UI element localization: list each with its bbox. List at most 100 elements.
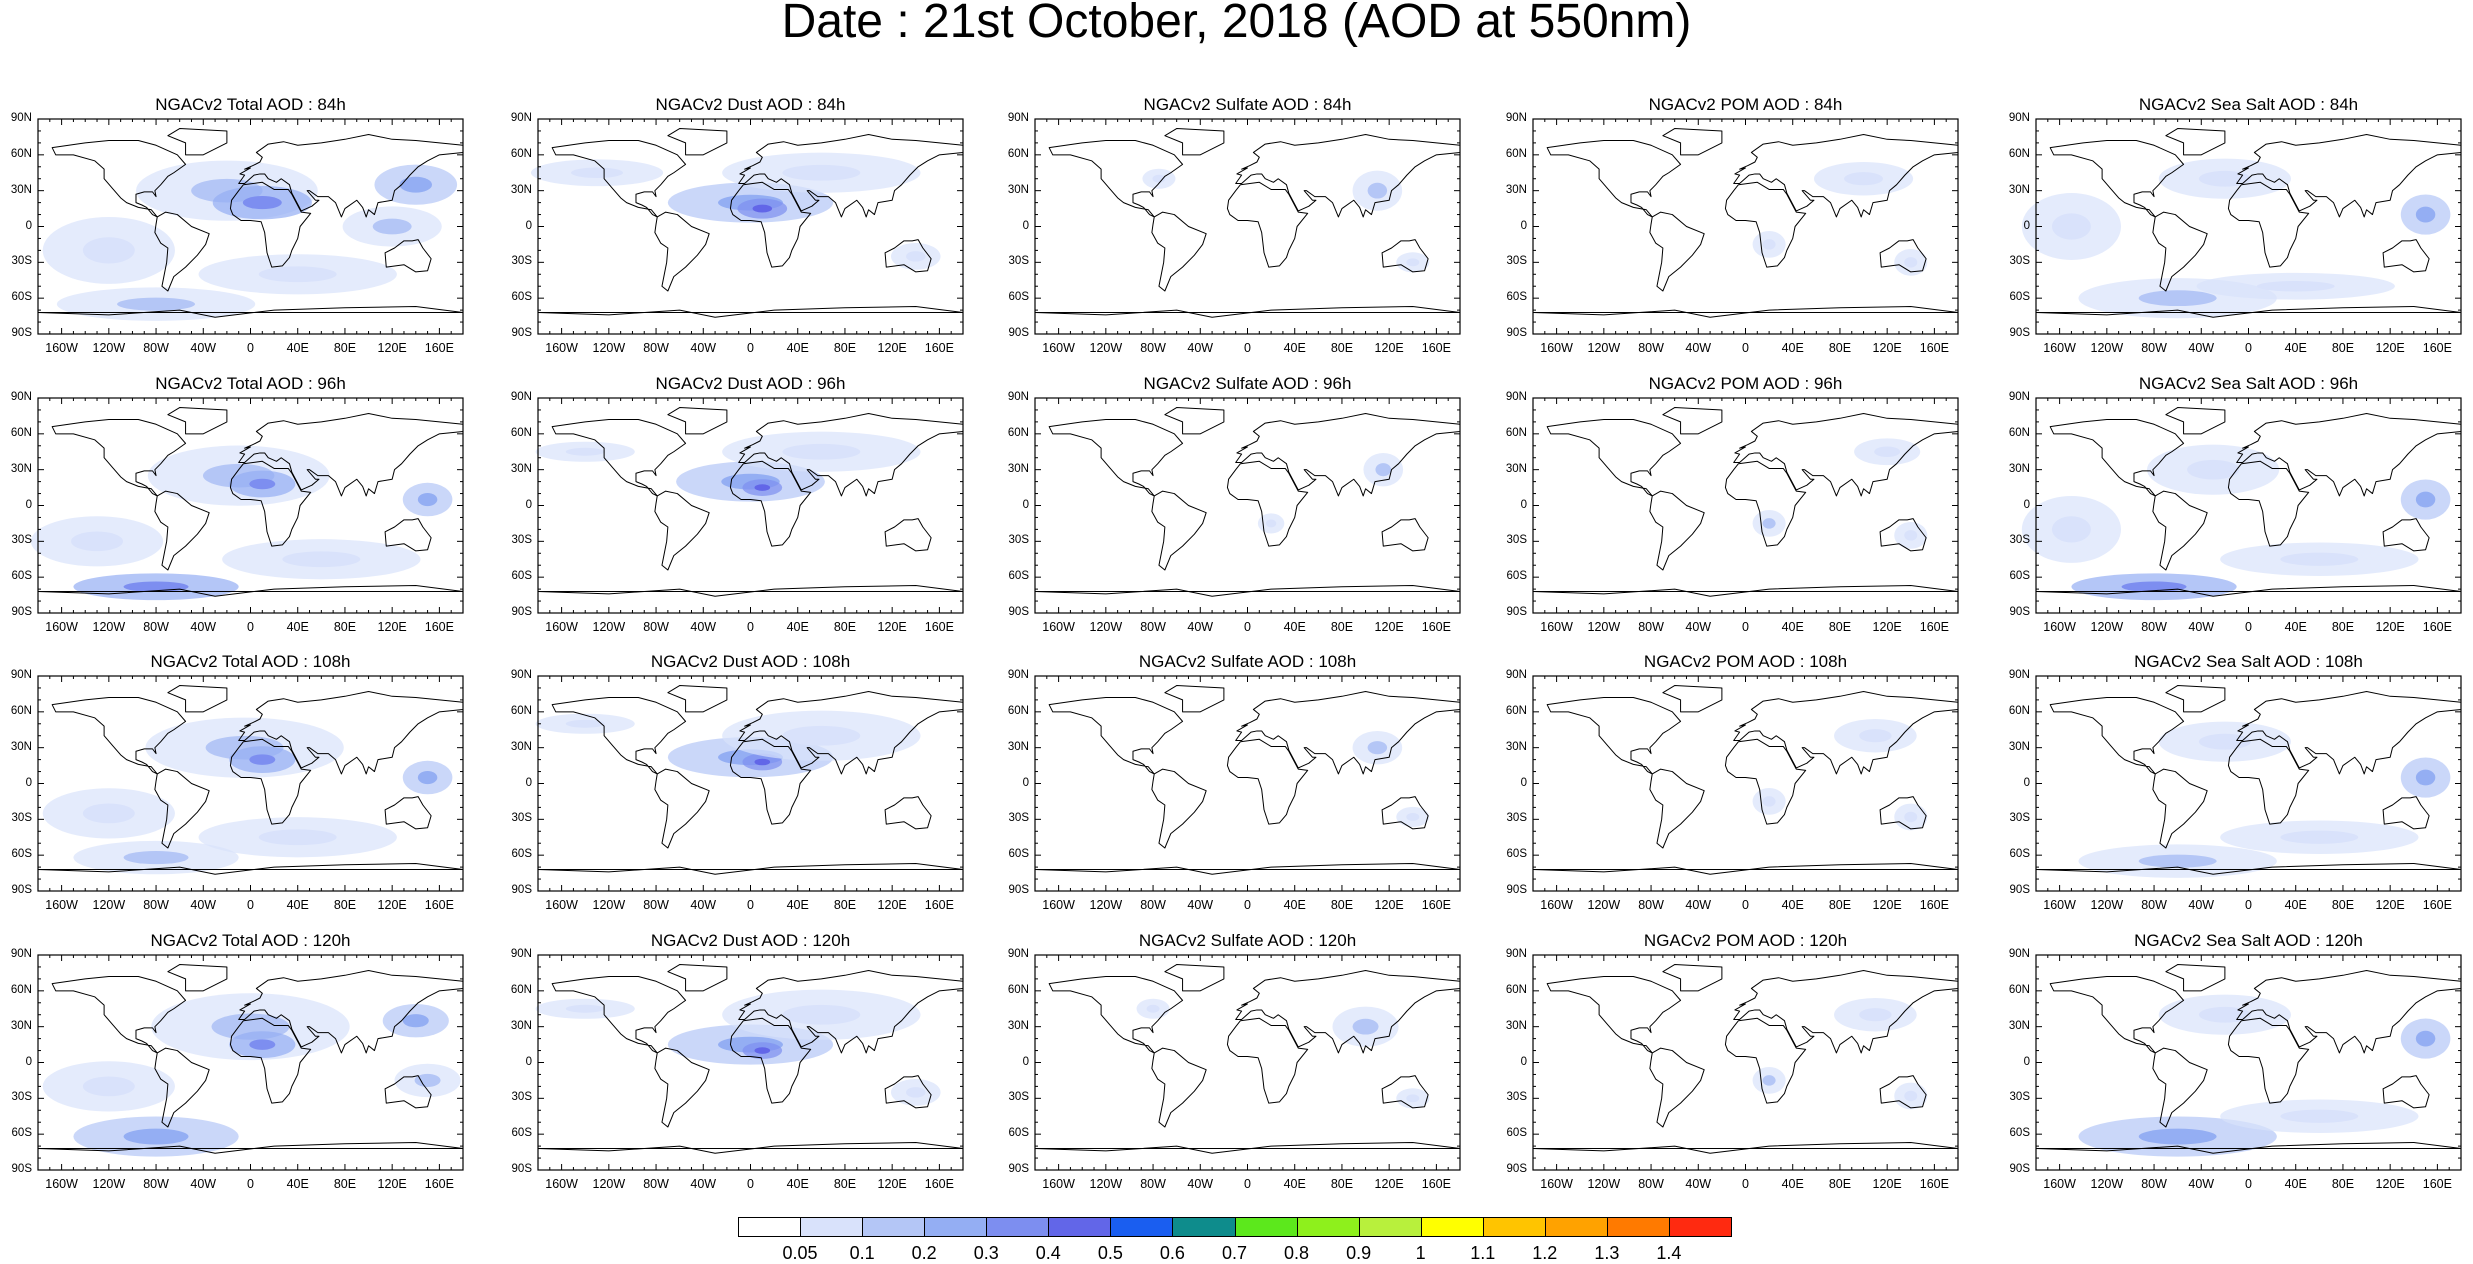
coastline — [1226, 181, 1309, 268]
lat-label: 60S — [1008, 291, 1029, 304]
lat-label: 30S — [2009, 255, 2030, 268]
lat-label: 30S — [1008, 255, 1029, 268]
lon-label: 120E — [877, 620, 907, 634]
coastline — [1034, 863, 1461, 875]
coastline — [1235, 413, 1461, 497]
lon-label: 0 — [247, 620, 254, 634]
coastline — [167, 407, 228, 435]
coastline — [2049, 140, 2185, 218]
map-frame — [1034, 954, 1461, 1171]
coastline — [551, 419, 687, 497]
coastline — [1235, 134, 1461, 218]
coastline — [167, 964, 228, 992]
lon-label: 120W — [92, 341, 126, 355]
coastline — [2236, 970, 2462, 1054]
coastline — [1151, 1047, 1207, 1128]
lon-label: 160E — [424, 1177, 454, 1191]
lat-label: 30S — [2009, 534, 2030, 547]
coastline — [729, 1017, 812, 1104]
lat-label: 90S — [511, 884, 532, 896]
map-frame — [1034, 397, 1461, 614]
map-frame — [1532, 954, 1959, 1171]
coastline — [1048, 976, 1184, 1054]
coastline — [729, 460, 812, 547]
lat-label: 0 — [2023, 219, 2030, 232]
colorbar-label: 0.05 — [782, 1243, 818, 1263]
lat-label: 90N — [2008, 669, 2030, 681]
lon-label: 160E — [924, 1177, 954, 1191]
lat-label: 30N — [510, 183, 532, 196]
lat-label: 90S — [1506, 1163, 1527, 1175]
coastline — [1532, 863, 1959, 875]
lat-label: 60S — [1506, 570, 1527, 583]
lat-label: 60N — [2008, 983, 2030, 996]
coastline — [1048, 140, 1184, 218]
lat-label: 0 — [1520, 498, 1527, 511]
lat-label: 60N — [10, 983, 32, 996]
coastline — [2049, 419, 2185, 497]
lat-label: 30N — [1505, 183, 1527, 196]
lat-label: 90N — [510, 669, 532, 681]
lat-label: 90S — [2009, 327, 2030, 339]
world-map — [535, 397, 964, 614]
lon-label: 160W — [2043, 1177, 2076, 1191]
lat-label: 60N — [1007, 147, 1029, 160]
lat-label: 90S — [2009, 606, 2030, 618]
coastline — [1733, 413, 1959, 497]
lon-label: 160E — [2422, 898, 2452, 912]
lat-label: 60S — [511, 291, 532, 304]
coastline — [1879, 796, 1927, 830]
colorbar-swatch — [1296, 1217, 1360, 1237]
coastline — [537, 1142, 964, 1154]
lon-label: 120E — [1872, 620, 1902, 634]
aod-blob-core — [242, 196, 282, 210]
coastline — [2152, 1047, 2208, 1128]
colorbar-label: 0.8 — [1284, 1243, 1310, 1263]
lat-label: 90S — [11, 606, 32, 618]
lon-label: 40E — [2284, 620, 2307, 634]
coastline — [384, 518, 432, 552]
colorbar-swatch — [1668, 1217, 1732, 1237]
lat-label: 0 — [2023, 776, 2030, 789]
coastline — [154, 1047, 210, 1128]
coastline — [1879, 1075, 1927, 1109]
aod-blob-core — [2415, 206, 2436, 223]
lat-label: 30S — [511, 534, 532, 547]
lon-label: 80W — [1140, 898, 1166, 912]
coastline — [1724, 1017, 1807, 1104]
map-panel: NGACv2 POM AOD : 108h 90N 60N 30N 0 30S 60S 90S… — [1506, 652, 1959, 912]
lat-label: 90S — [11, 327, 32, 339]
coastline — [1649, 211, 1705, 292]
lon-label: 80W — [1638, 620, 1664, 634]
map-panel: NGACv2 POM AOD : 96h 90N 60N 30N 0 30S 60S 90S 1… — [1506, 374, 1959, 634]
coastline — [2049, 976, 2185, 1054]
map-panel: NGACv2 Total AOD : 108h 90N 60N 30N 0 30S 60S 9… — [11, 652, 464, 912]
coastline — [654, 768, 710, 849]
lon-label: 40W — [2188, 898, 2215, 912]
lat-label: 0 — [25, 776, 32, 789]
lon-label: 120E — [1872, 1177, 1902, 1191]
lon-label: 40W — [690, 341, 717, 355]
lon-label: 120E — [877, 341, 907, 355]
coastline — [1724, 460, 1807, 547]
lon-label: 80W — [643, 1177, 669, 1191]
coastline — [1034, 306, 1461, 318]
lon-label: 40E — [286, 620, 309, 634]
aod-blob-core — [565, 1004, 605, 1013]
aod-blob-core — [906, 251, 926, 262]
aod-blob-core — [782, 164, 861, 181]
lat-label: 60S — [1008, 1127, 1029, 1140]
coastline — [229, 460, 312, 547]
lon-label: 40E — [1283, 898, 1306, 912]
lon-label: 160W — [45, 1177, 78, 1191]
lat-label: 60S — [11, 291, 32, 304]
lon-label: 80W — [1638, 898, 1664, 912]
world-map — [535, 675, 964, 892]
coastline — [1381, 796, 1429, 830]
lat-label: 90N — [1007, 948, 1029, 960]
lon-label: 160W — [1042, 341, 1075, 355]
lon-label: 80W — [2141, 898, 2167, 912]
coastline — [1226, 738, 1309, 825]
coastline — [1733, 691, 1959, 775]
lat-label: 0 — [2023, 498, 2030, 511]
